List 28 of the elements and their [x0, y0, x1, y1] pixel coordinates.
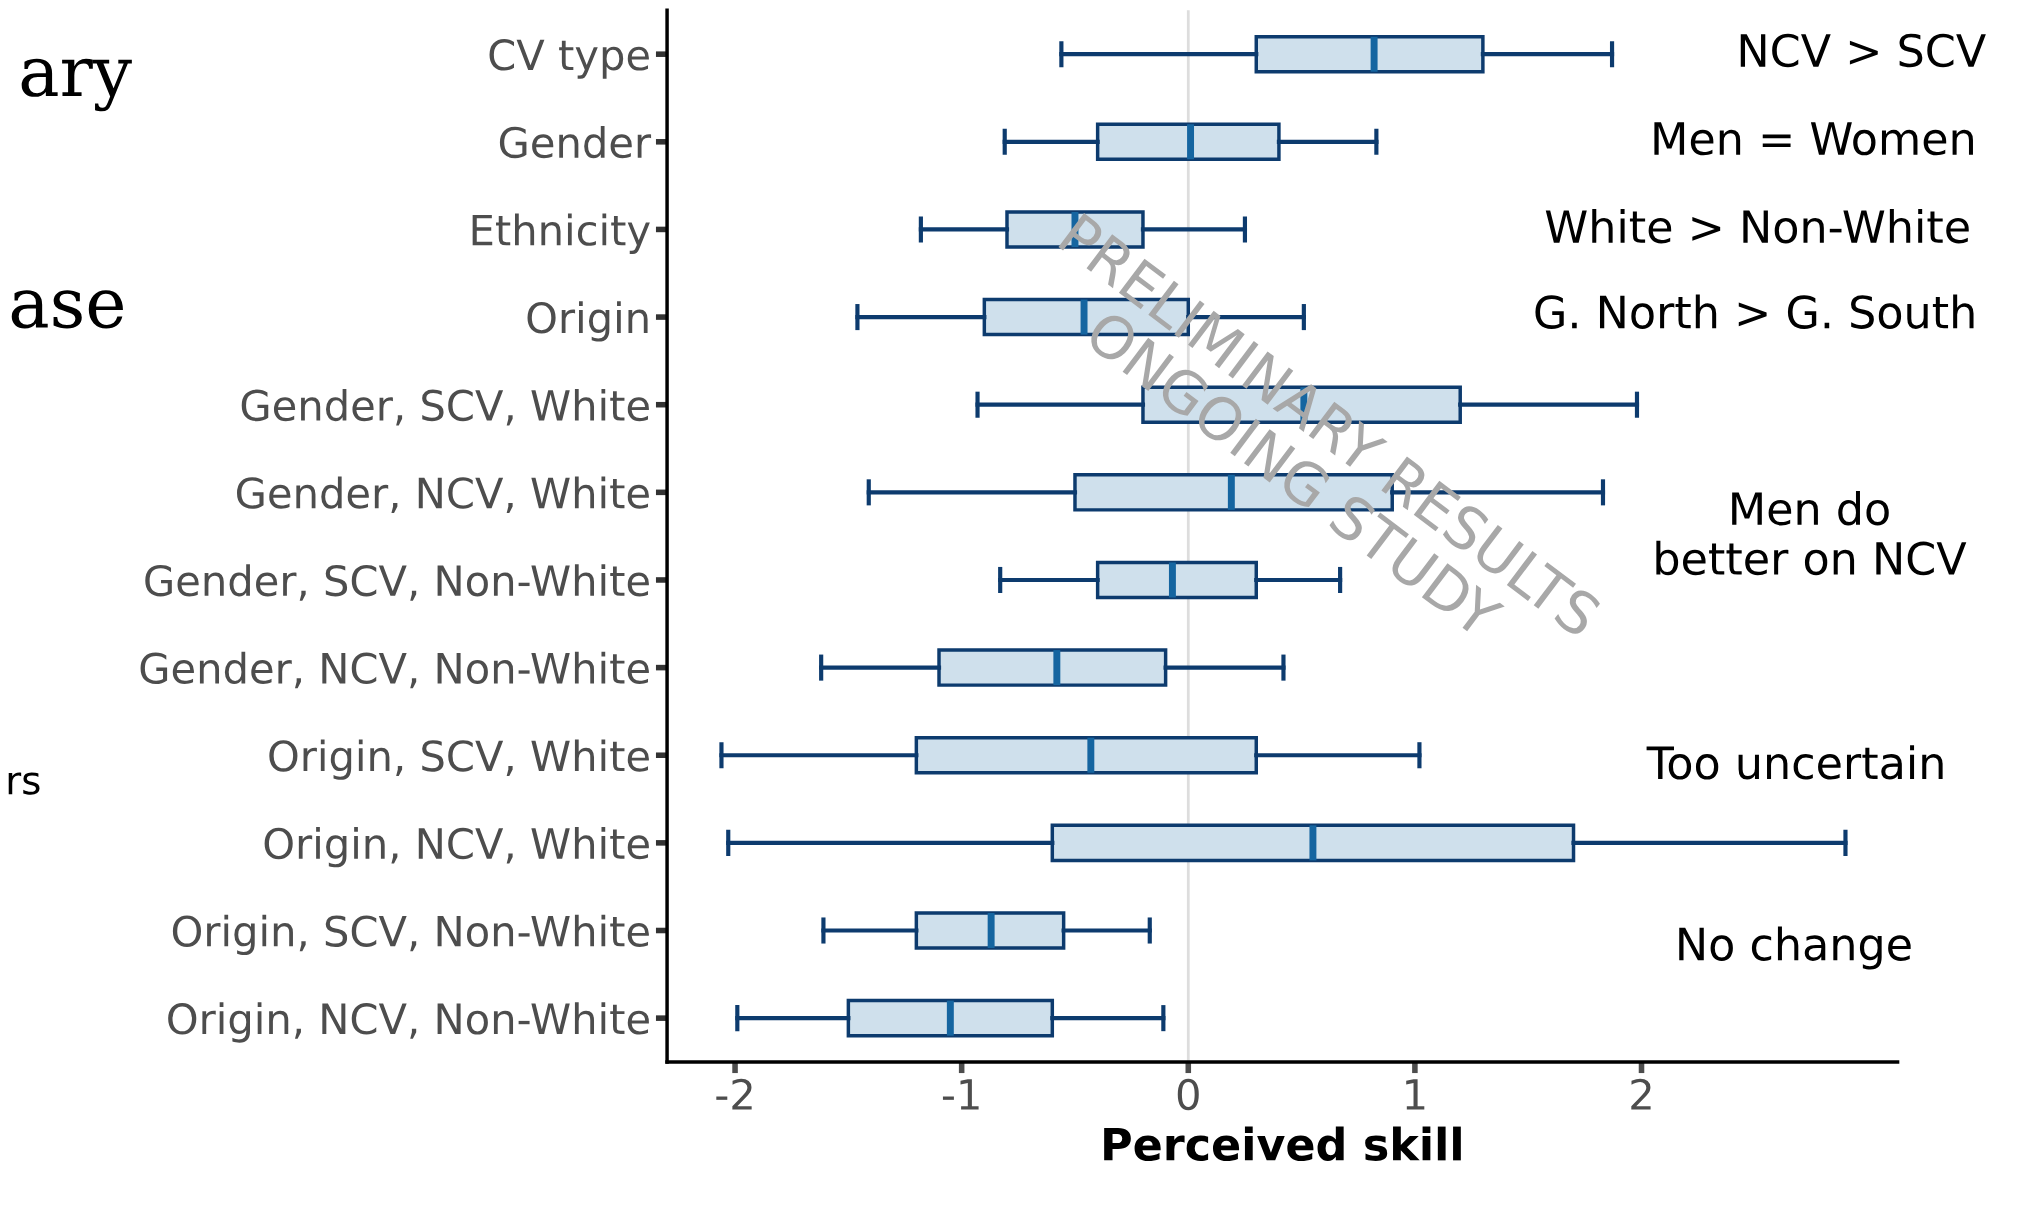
text: ase	[11, 290, 123, 329]
text: ary	[21, 58, 132, 112]
annotation: No change	[1679, 926, 1911, 970]
x-tick-label: 2	[1631, 1078, 1651, 1110]
y-tick-label: Gender, SCV, White	[241, 388, 649, 426]
annotation: Too uncertain	[1646, 745, 1943, 780]
x-tick-label: 0	[1177, 1078, 1199, 1111]
annotation: White > Non-White	[1545, 209, 1969, 244]
annotation: Men = Women	[1654, 122, 1973, 156]
y-tick-label: Origin, NCV, Non-White	[168, 1002, 649, 1043]
y-tick-label: Gender, NCV, Non-White	[140, 651, 649, 689]
y-tick-label: Origin	[527, 301, 648, 342]
y-tick-label: Ethnicity	[472, 213, 650, 254]
x-tick-label: 1	[1406, 1079, 1425, 1110]
y-tick-label: Gender, NCV, White	[237, 476, 649, 514]
y-tick-label: Origin, SCV, Non-White	[172, 914, 649, 955]
text: rs	[8, 772, 40, 795]
x-tick-label: -2	[716, 1078, 752, 1110]
x-tick-label: -1	[942, 1079, 979, 1110]
y-tick-label: Gender	[499, 125, 652, 159]
y-tick-label: Gender, SCV, Non-White	[145, 564, 649, 601]
annotation: NCV > SCV	[1740, 33, 1986, 68]
y-tick-label: CV type	[489, 39, 649, 79]
annotation: G. North > G. South	[1535, 294, 1974, 329]
y-tick-label: Origin, SCV, White	[269, 739, 649, 780]
x-axis-title: Perceived skill	[1104, 1126, 1461, 1161]
y-tick-label: Origin, NCV, White	[264, 827, 649, 868]
annotation: Men do better on NCV	[1656, 491, 1967, 576]
